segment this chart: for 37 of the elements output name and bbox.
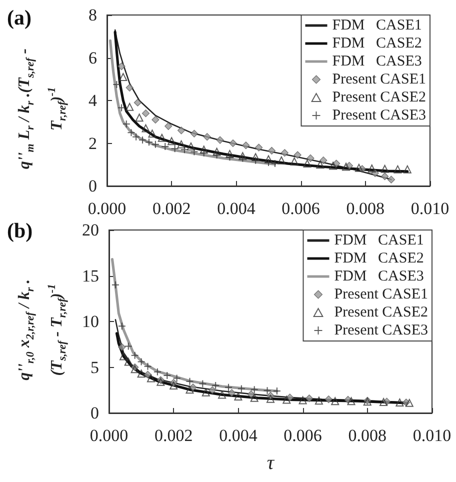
x-tick-label: 0.006	[282, 199, 320, 218]
x-tick-label: 0.000	[90, 426, 128, 445]
x-tick-label: 0.004	[217, 199, 256, 218]
y-tick-label: 5	[90, 358, 99, 377]
y-tick-label: 8	[88, 6, 97, 24]
legend-label: Present CASE2	[332, 90, 426, 106]
y-tick-label: 0	[88, 176, 97, 196]
y-tick-label: 2	[88, 134, 97, 153]
chart-title: (a)	[7, 6, 32, 30]
legend-label: FDM CASE1	[334, 232, 424, 248]
legend-label: Present CASE1	[334, 286, 428, 302]
legend-label: Present CASE3	[332, 108, 426, 124]
x-tick-label: 0.004	[219, 426, 258, 445]
legend-label: FDM CASE2	[334, 250, 424, 266]
x-tick-label: 0.008	[346, 199, 385, 218]
x-tick-label: 0.008	[348, 426, 387, 445]
y-tick-label: 15	[82, 266, 99, 286]
legend-label: Present CASE2	[334, 304, 428, 320]
y-tick-label: 20	[82, 220, 99, 240]
legend-label: FDM CASE1	[332, 18, 422, 34]
legend-label: Present CASE1	[332, 72, 426, 88]
x-tick-label: 0.002	[154, 426, 193, 445]
y-tick-label: 6	[88, 48, 97, 68]
x-tick-label: 0.010	[410, 199, 450, 218]
x-tick-label: 0.006	[284, 426, 322, 445]
x-tick-label: 0.002	[152, 199, 191, 218]
y-tick-label: 4	[88, 91, 98, 110]
x-tick-label: 0.010	[412, 426, 452, 445]
y-tick-label: 10	[82, 312, 99, 331]
y-tick-label: 0	[90, 404, 99, 422]
legend-label: FDM CASE3	[334, 268, 424, 284]
legend-label: Present CASE3	[334, 322, 428, 338]
legend-label: FDM CASE2	[332, 36, 422, 52]
x-tick-label: 0.000	[88, 199, 126, 218]
chart-title: (b)	[7, 218, 33, 242]
x-axis-title: τ	[266, 452, 275, 474]
legend-label: FDM CASE3	[332, 54, 422, 70]
